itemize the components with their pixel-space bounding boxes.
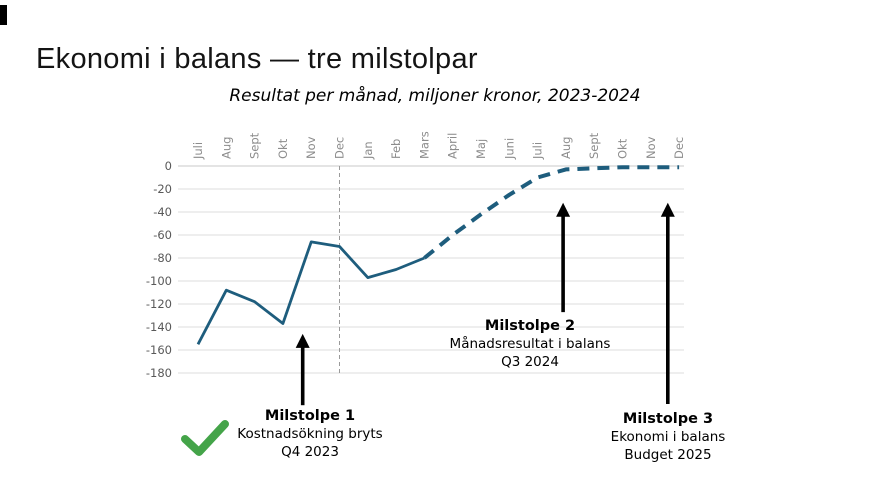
month-label: Dec (672, 137, 686, 159)
month-label: Sept (587, 132, 601, 159)
y-axis-label: -120 (146, 297, 172, 311)
milestone-1: Milstolpe 1 Kostnadsökning bryts Q4 2023 (195, 407, 425, 461)
month-label: April (446, 133, 460, 159)
month-label: Jan (361, 141, 375, 160)
milestone-2-title: Milstolpe 2 (484, 318, 576, 334)
milestone-2: Milstolpe 2 Månadsresultat i balans Q3 2… (415, 317, 645, 371)
month-label: Sept (248, 132, 262, 159)
y-axis-label: 0 (165, 159, 172, 173)
chart-subtitle: Resultat per månad, miljoner kronor, 202… (229, 86, 641, 106)
month-label: Aug (219, 137, 233, 159)
y-axis-label: -140 (146, 320, 172, 334)
milestone-arrow-2 (556, 202, 571, 313)
milestone-1-description: Kostnadsökning bryts (237, 426, 383, 442)
milestone-3-date: Budget 2025 (624, 447, 712, 463)
milestone-3-description: Ekonomi i balans (610, 429, 726, 445)
milestone-1-date: Q4 2023 (281, 444, 339, 460)
milestone-2-date: Q3 2024 (501, 354, 559, 370)
month-label: Aug (559, 137, 573, 159)
y-axis-label: -180 (146, 366, 172, 380)
milestone-1-title: Milstolpe 1 (264, 408, 356, 424)
milestone-3-title: Milstolpe 3 (622, 411, 714, 427)
series-line-solid (196, 240, 425, 345)
month-label: Maj (474, 139, 488, 159)
month-label: Dec (333, 137, 347, 159)
y-axis-label: -80 (153, 251, 172, 265)
y-axis-label: -20 (153, 182, 172, 196)
month-label: Juni (502, 138, 516, 160)
month-label: Feb (389, 139, 403, 159)
checkmark-icon (181, 420, 229, 456)
milestone-arrow-3 (660, 202, 675, 404)
y-axis-label: -100 (146, 274, 172, 288)
page-title: Ekonomi i balans — tre milstolpar (36, 43, 478, 76)
month-label: Okt (616, 138, 630, 159)
slide-corner-decoration (0, 5, 7, 25)
milestone-2-description: Månadsresultat i balans (449, 336, 611, 352)
month-label: Nov (304, 136, 318, 159)
y-axis-label: -40 (153, 205, 172, 219)
series-line-dashed (423, 165, 680, 260)
month-label: Nov (644, 136, 658, 159)
month-label: Mars (417, 131, 431, 159)
y-axis-label: -60 (153, 228, 172, 242)
y-axis-label: -160 (146, 343, 172, 357)
milestone-3: Milstolpe 3 Ekonomi i balans Budget 2025 (553, 410, 783, 464)
month-label: Juli (191, 142, 205, 160)
month-label: Juli (531, 142, 545, 160)
month-label: Okt (276, 138, 290, 159)
milestone-arrow-1 (295, 333, 310, 406)
